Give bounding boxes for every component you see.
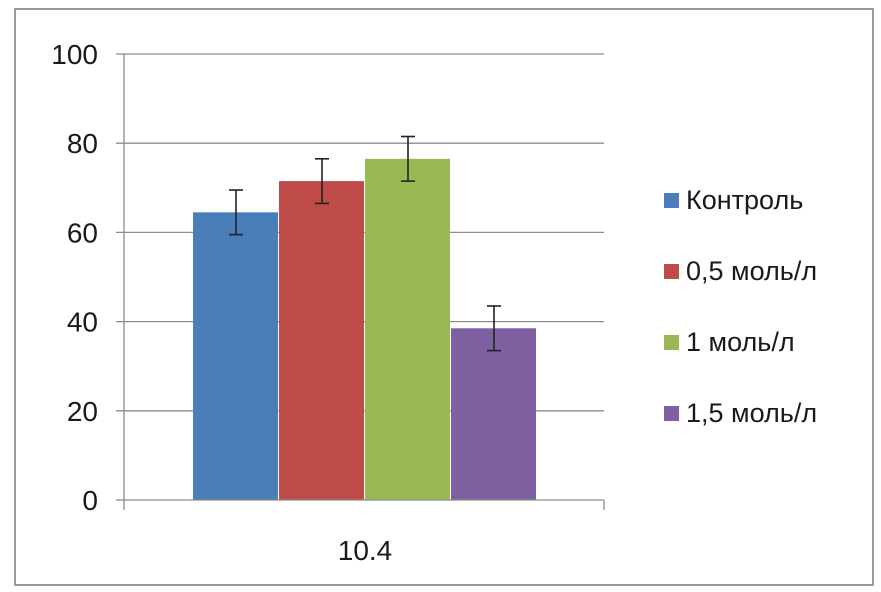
y-tick-label: 40 xyxy=(67,307,98,338)
legend: Контроль 0,5 моль/л 1 моль/л 1,5 моль/л xyxy=(664,185,817,428)
bar-4 xyxy=(451,328,536,500)
y-tick-label: 60 xyxy=(67,217,98,248)
bar-2 xyxy=(279,181,364,501)
bars xyxy=(193,158,536,501)
legend-label-4: 1,5 моль/л xyxy=(686,398,817,428)
bar-3 xyxy=(365,158,450,500)
legend-label-2: 0,5 моль/л xyxy=(686,256,817,286)
bar-1 xyxy=(193,212,278,500)
legend-swatch-1 xyxy=(664,193,679,208)
legend-label-1: Контроль xyxy=(686,185,803,215)
y-tick-label: 20 xyxy=(67,396,98,427)
legend-swatch-2 xyxy=(664,264,679,279)
error-bars xyxy=(229,135,501,352)
x-tick-label: 10.4 xyxy=(338,535,393,566)
y-tick-label: 80 xyxy=(67,128,98,159)
legend-label-3: 1 моль/л xyxy=(686,327,795,357)
y-tick-label: 100 xyxy=(51,39,98,70)
legend-swatch-4 xyxy=(664,406,679,421)
axes: 0 20 40 60 80 100 10.4 xyxy=(51,39,605,566)
legend-swatch-3 xyxy=(664,335,679,350)
y-tick-label: 0 xyxy=(82,485,98,516)
